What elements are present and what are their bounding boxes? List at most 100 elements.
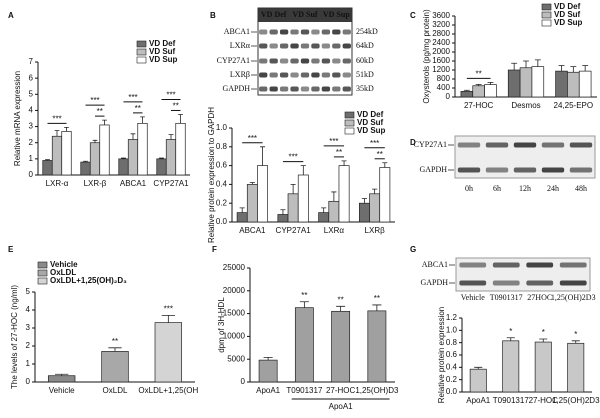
blot-band <box>332 58 341 64</box>
blot-band <box>269 58 278 64</box>
significance: ** <box>377 150 383 159</box>
lane-label: VD Sup <box>323 10 350 19</box>
bar <box>297 174 309 223</box>
x-tick-label: LXRα <box>324 226 345 235</box>
blot-band <box>311 43 320 49</box>
blot-band <box>569 167 593 173</box>
blot-band <box>332 29 341 35</box>
error-bar <box>582 65 589 72</box>
row-label: GAPDH <box>222 84 250 93</box>
bar <box>519 67 533 98</box>
bar <box>42 160 53 176</box>
blot-band <box>311 72 320 78</box>
error-bar <box>54 130 60 137</box>
blot-frame <box>257 7 353 96</box>
significance: ** <box>173 102 179 111</box>
y-tick-label: 0.4 <box>446 362 458 371</box>
blot-band <box>342 58 351 64</box>
legend-swatch <box>37 269 48 277</box>
panel-label: F <box>212 245 217 254</box>
blot-band <box>279 86 289 92</box>
y-tick-label: 3200 <box>432 20 450 29</box>
bar <box>469 368 487 393</box>
y-tick-label: 2400 <box>432 38 450 47</box>
row-label: ABCA1 <box>224 27 250 36</box>
group-label: ApoA1 <box>329 402 354 411</box>
error-bar <box>511 62 518 70</box>
legend-label: VD Suf <box>357 118 384 127</box>
error-bar <box>571 340 580 344</box>
row-label: GAPDH <box>420 278 448 287</box>
y-tick-label: 1 <box>26 359 31 368</box>
error-bar <box>239 207 245 213</box>
legend-swatch <box>37 261 48 269</box>
blot-band <box>541 167 565 173</box>
row-size: 64kD <box>356 41 374 50</box>
y-tick-label: 0.8 <box>446 338 458 347</box>
blot-band <box>342 43 351 49</box>
x-tick-label: Vehicle <box>49 386 75 395</box>
x-tick-label: T0901317 <box>286 386 323 395</box>
lane-label: 1,25(OH)2D3 <box>551 293 596 302</box>
blot-band <box>300 72 310 78</box>
y-tick-label: 0 <box>446 92 451 101</box>
row-label: CYP27A1 <box>217 56 250 65</box>
y-axis-label: Relative protein expression to GAPDH <box>207 107 216 243</box>
bar <box>484 84 497 98</box>
bar <box>277 214 289 223</box>
error-bar <box>331 191 337 202</box>
blot-band <box>259 86 268 92</box>
significance: ** <box>476 69 482 78</box>
blot-band <box>513 142 537 148</box>
blot-band <box>290 72 299 78</box>
error-bar <box>290 184 296 194</box>
blot-band <box>342 29 351 35</box>
error-bar <box>92 139 98 143</box>
error-bar <box>299 301 309 308</box>
error-bar <box>108 347 122 352</box>
y-tick-label: 400 <box>437 83 451 92</box>
y-tick-label: 5 <box>29 89 34 98</box>
y-tick-label: 1 <box>29 154 34 163</box>
y-tick-label: 1.2 <box>446 313 458 322</box>
blot-band <box>342 86 351 92</box>
blot-band <box>300 29 310 35</box>
y-tick-label: 2 <box>29 138 34 147</box>
bar <box>567 342 585 393</box>
row-label: LXRβ <box>230 70 250 79</box>
error-bar <box>178 114 183 124</box>
blot-band <box>279 43 289 49</box>
bar <box>555 70 568 98</box>
blot-band <box>269 86 278 92</box>
bar <box>236 212 248 223</box>
error-bar <box>121 157 126 159</box>
blot-band <box>259 72 268 78</box>
x-tick-label: ABCA1 <box>120 179 147 188</box>
bar <box>460 91 474 98</box>
error-bar <box>300 165 306 175</box>
blot-band <box>342 72 351 78</box>
y-tick-label: 5000 <box>227 354 245 363</box>
blot-band <box>459 262 487 268</box>
row-size: 60kD <box>356 56 374 65</box>
legend-swatch <box>136 48 147 56</box>
error-bar <box>539 338 548 343</box>
error-bar <box>260 146 266 166</box>
bar <box>472 85 485 98</box>
y-tick-label: 0.6 <box>216 161 228 170</box>
bar <box>80 161 91 176</box>
y-tick-label: 3 <box>29 122 34 131</box>
y-tick-label: 5 <box>26 287 31 296</box>
row-label: CYP27A1 <box>414 140 447 149</box>
legend-swatch <box>136 56 147 64</box>
bar <box>137 122 148 176</box>
blot-band <box>321 43 331 49</box>
y-tick-label: 1.0 <box>446 325 458 334</box>
bar <box>534 341 552 393</box>
blot-band <box>457 167 481 173</box>
y-tick-label: 15000 <box>223 309 246 318</box>
legend-swatch <box>541 3 552 11</box>
significance: *** <box>128 93 137 102</box>
error-bar <box>83 160 88 163</box>
blot-band <box>321 72 331 78</box>
